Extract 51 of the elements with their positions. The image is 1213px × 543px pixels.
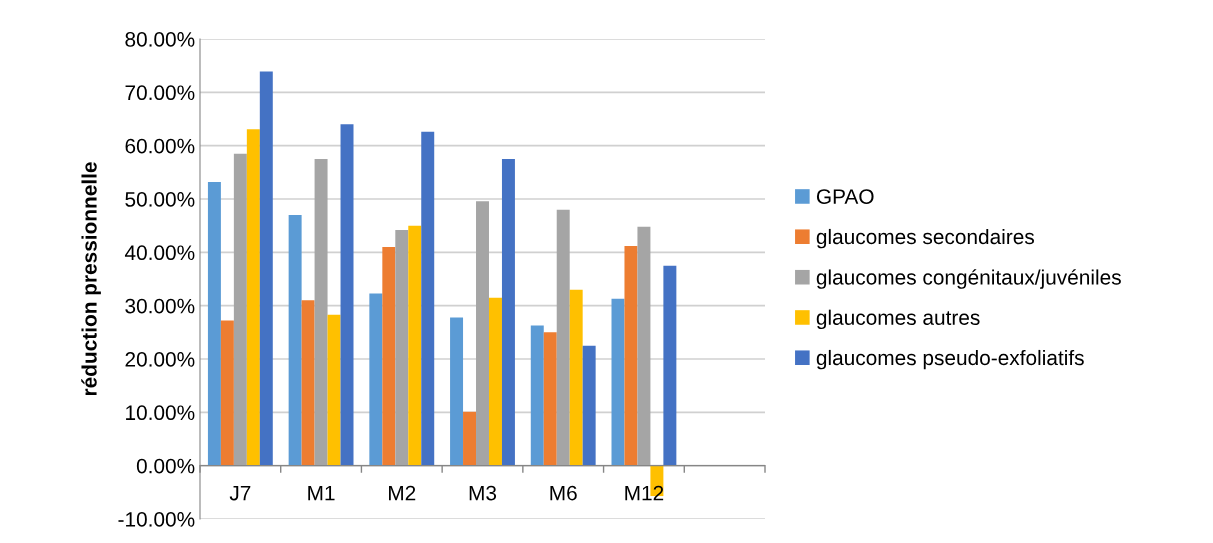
legend-label: glaucomes autres (816, 309, 980, 330)
bar (450, 317, 464, 466)
bar (501, 159, 515, 466)
bar (543, 332, 557, 466)
bar (314, 159, 328, 466)
x-tick-label: J7 (229, 485, 251, 501)
x-tick-label: M3 (469, 485, 497, 501)
bar (288, 215, 302, 466)
bar (569, 289, 583, 466)
legend-label: glaucomes secondaires (816, 228, 1034, 249)
bar (327, 314, 341, 466)
bar (624, 245, 638, 466)
bar (233, 153, 247, 466)
bar (246, 129, 260, 466)
bar (663, 265, 677, 466)
x-tick-label: M6 (550, 485, 577, 501)
bar (259, 71, 273, 466)
bar (395, 229, 409, 466)
x-tick-label: M12 (625, 485, 664, 501)
bar (207, 181, 221, 466)
bar (369, 293, 383, 466)
legend-label: glaucomes congénitaux/juvéniles (816, 269, 1121, 289)
y-tick-label: 70.00% (125, 85, 195, 101)
x-tick-label: M2 (389, 485, 416, 501)
y-axis-title: réduction pressionnelle (81, 162, 101, 396)
y-tick-label: 20.00% (125, 352, 195, 367)
bar (611, 298, 625, 466)
bar (301, 300, 315, 466)
bar (463, 411, 477, 466)
bar (637, 226, 651, 466)
bar (582, 345, 596, 466)
y-tick-label: 40.00% (124, 245, 195, 261)
y-tick-label: 10.00% (126, 405, 195, 421)
y-tick-label: 60.00% (125, 138, 195, 154)
y-tick-label: 80.00% (125, 32, 195, 47)
bar (408, 225, 422, 466)
x-tick-label: M1 (308, 485, 335, 501)
y-tick-label: -10.00% (118, 512, 195, 527)
legend-label: glaucomes pseudo-exfoliatifs (816, 349, 1084, 370)
bar (530, 325, 544, 466)
legend-label: GPAO (816, 189, 874, 204)
bar (556, 209, 570, 466)
bar (382, 247, 396, 466)
bar (488, 297, 502, 466)
y-tick-label: 50.00% (125, 192, 195, 207)
y-tick-label: 30.00% (125, 298, 195, 314)
bar (421, 131, 435, 466)
bar (220, 320, 234, 466)
y-tick-label: 0.00% (136, 458, 195, 474)
bar (340, 124, 354, 466)
bar (476, 201, 489, 466)
